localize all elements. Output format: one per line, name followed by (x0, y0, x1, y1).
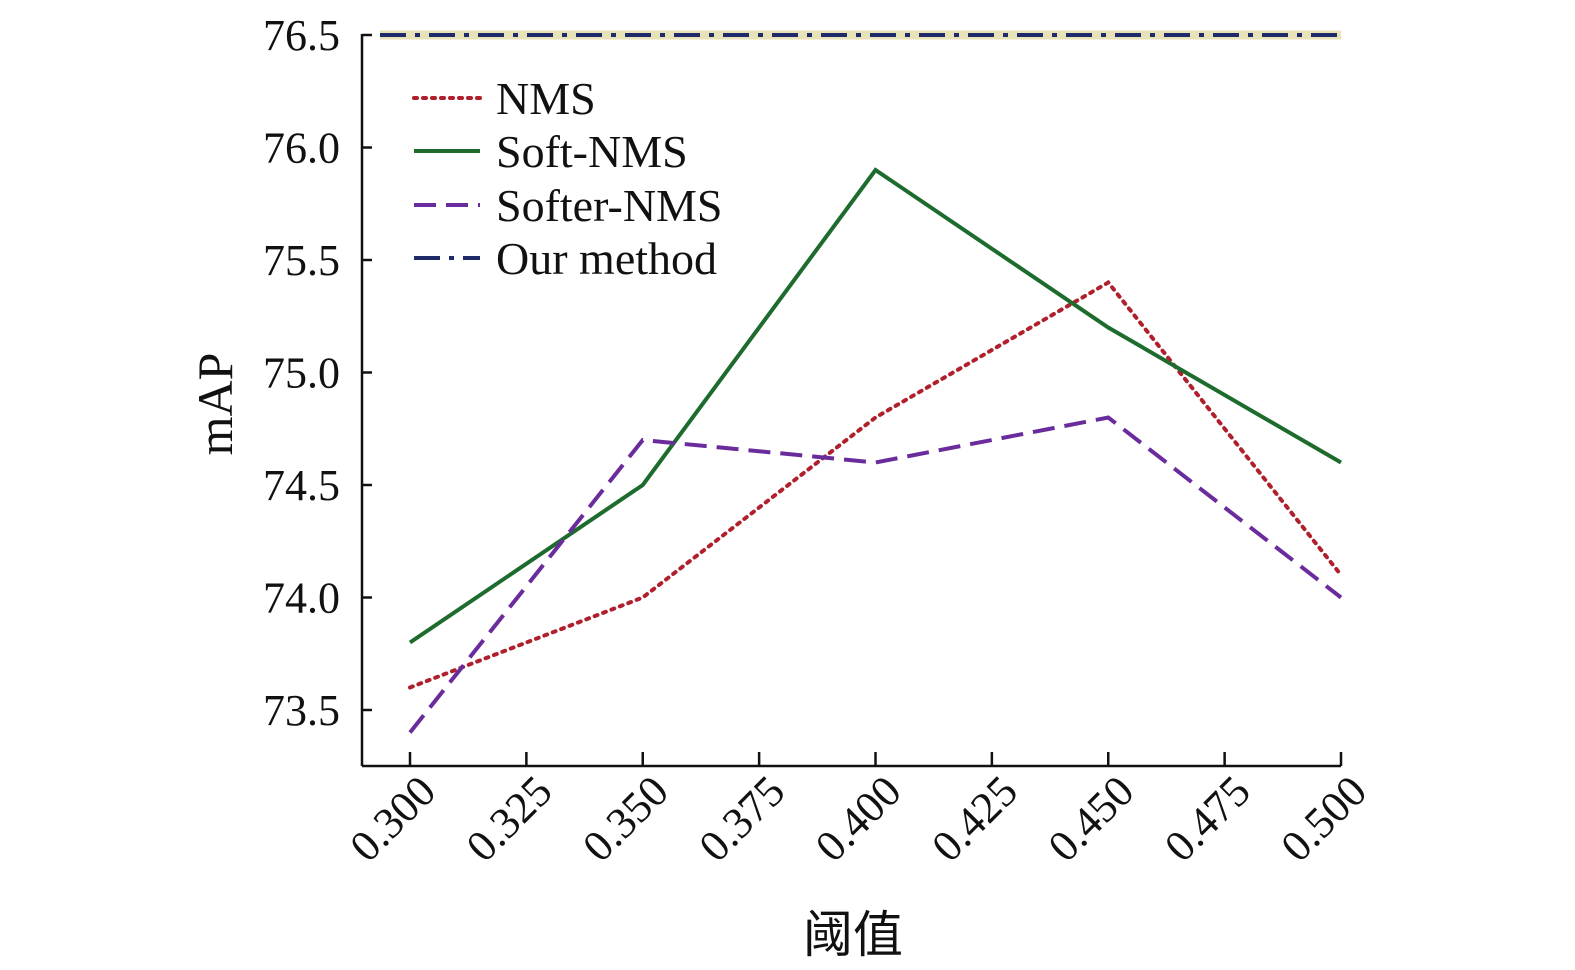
legend-label: NMS (496, 73, 596, 124)
series-line-soft-nms (408, 167, 1343, 645)
x-tick-label: 0.450 (1039, 766, 1144, 871)
series-layer (380, 30, 1343, 734)
series-line-softer-nms (408, 415, 1343, 734)
y-axis-title: mAP (187, 353, 243, 456)
y-tick-label: 74.5 (263, 461, 340, 510)
y-tick-label: 73.5 (263, 686, 340, 735)
x-tick-label: 0.300 (340, 766, 445, 871)
y-tick-label: 74.0 (263, 574, 340, 623)
y-tick-label: 76.5 (263, 11, 340, 60)
x-axis-title: 阈值 (803, 907, 903, 963)
x-tick-label: 0.400 (806, 766, 911, 871)
y-tick-label: 76.0 (263, 124, 340, 173)
x-tick-label: 0.325 (457, 766, 562, 871)
legend-label: Soft-NMS (496, 126, 688, 177)
x-tick-label: 0.475 (1155, 766, 1260, 871)
y-tick-label: 75.0 (263, 349, 340, 398)
series-line-nms (408, 279, 1343, 690)
x-tick-label: 0.425 (922, 766, 1027, 871)
legend-label: Our method (496, 233, 717, 284)
legend-label: Softer-NMS (496, 180, 723, 231)
x-tick-label: 0.350 (573, 766, 678, 871)
x-tick-label: 0.375 (690, 766, 795, 871)
axes-layer: 73.574.074.575.075.576.076.50.300 0.325 0.… (263, 11, 1376, 871)
x-tick-label: 0.500 (1271, 766, 1376, 871)
y-tick-label: 75.5 (263, 236, 340, 285)
